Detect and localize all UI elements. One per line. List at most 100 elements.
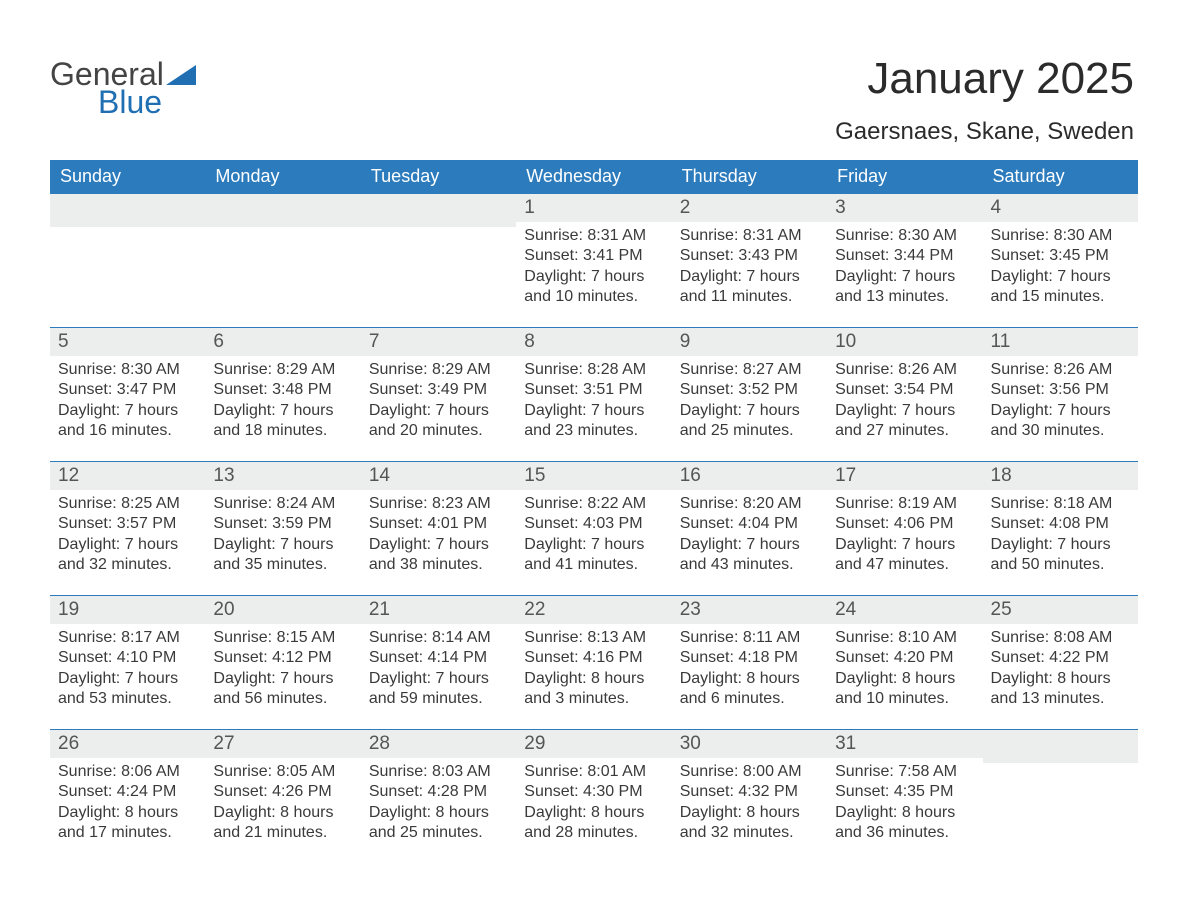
- day-cell: 23Sunrise: 8:11 AMSunset: 4:18 PMDayligh…: [672, 596, 827, 711]
- sunset-line: Sunset: 4:22 PM: [991, 648, 1130, 668]
- sunset-line: Sunset: 4:03 PM: [524, 514, 663, 534]
- day-cell: 8Sunrise: 8:28 AMSunset: 3:51 PMDaylight…: [516, 328, 671, 443]
- weekday-header-row: SundayMondayTuesdayWednesdayThursdayFrid…: [50, 160, 1138, 194]
- day-number: 2: [672, 194, 827, 222]
- sunrise-line: Sunrise: 8:14 AM: [369, 628, 508, 648]
- daylight-line-1: Daylight: 7 hours: [680, 401, 819, 421]
- day-body: Sunrise: 8:28 AMSunset: 3:51 PMDaylight:…: [516, 356, 671, 442]
- day-body: Sunrise: 8:23 AMSunset: 4:01 PMDaylight:…: [361, 490, 516, 576]
- sunset-line: Sunset: 3:49 PM: [369, 380, 508, 400]
- daylight-line-2: and 25 minutes.: [680, 421, 819, 441]
- daylight-line-1: Daylight: 7 hours: [213, 401, 352, 421]
- header: January 2025 Gaersnaes, Skane, Sweden: [835, 54, 1134, 146]
- sunrise-line: Sunrise: 8:01 AM: [524, 762, 663, 782]
- sunrise-line: Sunrise: 8:15 AM: [213, 628, 352, 648]
- daylight-line-1: Daylight: 7 hours: [58, 535, 197, 555]
- sunset-line: Sunset: 3:59 PM: [213, 514, 352, 534]
- day-number: 21: [361, 596, 516, 624]
- daylight-line-2: and 6 minutes.: [680, 689, 819, 709]
- daylight-line-1: Daylight: 7 hours: [524, 535, 663, 555]
- daylight-line-2: and 28 minutes.: [524, 823, 663, 843]
- sunrise-line: Sunrise: 8:29 AM: [369, 360, 508, 380]
- sunset-line: Sunset: 4:01 PM: [369, 514, 508, 534]
- day-body: Sunrise: 8:19 AMSunset: 4:06 PMDaylight:…: [827, 490, 982, 576]
- sunset-line: Sunset: 3:41 PM: [524, 246, 663, 266]
- daylight-line-1: Daylight: 8 hours: [524, 803, 663, 823]
- daylight-line-2: and 41 minutes.: [524, 555, 663, 575]
- daylight-line-1: Daylight: 7 hours: [991, 401, 1130, 421]
- day-number: [361, 194, 516, 227]
- sunset-line: Sunset: 4:35 PM: [835, 782, 974, 802]
- daylight-line-2: and 20 minutes.: [369, 421, 508, 441]
- daylight-line-1: Daylight: 7 hours: [213, 535, 352, 555]
- sunrise-line: Sunrise: 8:20 AM: [680, 494, 819, 514]
- week-row: 1Sunrise: 8:31 AMSunset: 3:41 PMDaylight…: [50, 194, 1138, 309]
- day-number: 17: [827, 462, 982, 490]
- week-row: 19Sunrise: 8:17 AMSunset: 4:10 PMDayligh…: [50, 596, 1138, 711]
- day-number: 25: [983, 596, 1138, 624]
- sunrise-line: Sunrise: 8:00 AM: [680, 762, 819, 782]
- daylight-line-2: and 18 minutes.: [213, 421, 352, 441]
- day-number: 24: [827, 596, 982, 624]
- day-body: Sunrise: 8:30 AMSunset: 3:45 PMDaylight:…: [983, 222, 1138, 308]
- sunset-line: Sunset: 4:14 PM: [369, 648, 508, 668]
- day-number: 5: [50, 328, 205, 356]
- daylight-line-1: Daylight: 8 hours: [680, 669, 819, 689]
- daylight-line-2: and 47 minutes.: [835, 555, 974, 575]
- sunrise-line: Sunrise: 8:06 AM: [58, 762, 197, 782]
- daylight-line-1: Daylight: 7 hours: [680, 267, 819, 287]
- day-cell: 19Sunrise: 8:17 AMSunset: 4:10 PMDayligh…: [50, 596, 205, 711]
- sunset-line: Sunset: 4:26 PM: [213, 782, 352, 802]
- day-cell: 1Sunrise: 8:31 AMSunset: 3:41 PMDaylight…: [516, 194, 671, 309]
- sunrise-line: Sunrise: 8:29 AM: [213, 360, 352, 380]
- day-body: Sunrise: 8:14 AMSunset: 4:14 PMDaylight:…: [361, 624, 516, 710]
- weekday-header: Thursday: [672, 160, 827, 194]
- day-body: Sunrise: 8:24 AMSunset: 3:59 PMDaylight:…: [205, 490, 360, 576]
- day-cell: 31Sunrise: 7:58 AMSunset: 4:35 PMDayligh…: [827, 730, 982, 845]
- day-body: Sunrise: 8:10 AMSunset: 4:20 PMDaylight:…: [827, 624, 982, 710]
- sunrise-line: Sunrise: 8:11 AM: [680, 628, 819, 648]
- daylight-line-1: Daylight: 8 hours: [835, 669, 974, 689]
- daylight-line-1: Daylight: 7 hours: [524, 267, 663, 287]
- sunrise-line: Sunrise: 8:24 AM: [213, 494, 352, 514]
- sunrise-line: Sunrise: 8:31 AM: [680, 226, 819, 246]
- day-cell: 24Sunrise: 8:10 AMSunset: 4:20 PMDayligh…: [827, 596, 982, 711]
- day-cell: 21Sunrise: 8:14 AMSunset: 4:14 PMDayligh…: [361, 596, 516, 711]
- sunset-line: Sunset: 3:43 PM: [680, 246, 819, 266]
- day-body: Sunrise: 8:06 AMSunset: 4:24 PMDaylight:…: [50, 758, 205, 844]
- daylight-line-2: and 10 minutes.: [524, 287, 663, 307]
- daylight-line-1: Daylight: 7 hours: [835, 535, 974, 555]
- day-cell: 29Sunrise: 8:01 AMSunset: 4:30 PMDayligh…: [516, 730, 671, 845]
- day-body: Sunrise: 8:25 AMSunset: 3:57 PMDaylight:…: [50, 490, 205, 576]
- daylight-line-1: Daylight: 7 hours: [213, 669, 352, 689]
- day-cell: 14Sunrise: 8:23 AMSunset: 4:01 PMDayligh…: [361, 462, 516, 577]
- sunrise-line: Sunrise: 8:17 AM: [58, 628, 197, 648]
- weekday-header: Sunday: [50, 160, 205, 194]
- day-number: 7: [361, 328, 516, 356]
- day-cell: 10Sunrise: 8:26 AMSunset: 3:54 PMDayligh…: [827, 328, 982, 443]
- day-number: 31: [827, 730, 982, 758]
- daylight-line-2: and 53 minutes.: [58, 689, 197, 709]
- day-cell: 9Sunrise: 8:27 AMSunset: 3:52 PMDaylight…: [672, 328, 827, 443]
- day-cell: 26Sunrise: 8:06 AMSunset: 4:24 PMDayligh…: [50, 730, 205, 845]
- weekday-header: Friday: [827, 160, 982, 194]
- day-cell: [50, 194, 205, 309]
- day-cell: 7Sunrise: 8:29 AMSunset: 3:49 PMDaylight…: [361, 328, 516, 443]
- day-number: 27: [205, 730, 360, 758]
- daylight-line-2: and 16 minutes.: [58, 421, 197, 441]
- daylight-line-2: and 32 minutes.: [58, 555, 197, 575]
- day-cell: 5Sunrise: 8:30 AMSunset: 3:47 PMDaylight…: [50, 328, 205, 443]
- day-body: Sunrise: 8:08 AMSunset: 4:22 PMDaylight:…: [983, 624, 1138, 710]
- day-number: 9: [672, 328, 827, 356]
- day-body: Sunrise: 8:31 AMSunset: 3:41 PMDaylight:…: [516, 222, 671, 308]
- sunset-line: Sunset: 3:52 PM: [680, 380, 819, 400]
- daylight-line-2: and 3 minutes.: [524, 689, 663, 709]
- day-cell: 20Sunrise: 8:15 AMSunset: 4:12 PMDayligh…: [205, 596, 360, 711]
- daylight-line-1: Daylight: 8 hours: [524, 669, 663, 689]
- sunrise-line: Sunrise: 8:30 AM: [835, 226, 974, 246]
- day-body: Sunrise: 8:11 AMSunset: 4:18 PMDaylight:…: [672, 624, 827, 710]
- weeks-container: 1Sunrise: 8:31 AMSunset: 3:41 PMDaylight…: [50, 194, 1138, 845]
- day-cell: 17Sunrise: 8:19 AMSunset: 4:06 PMDayligh…: [827, 462, 982, 577]
- sunset-line: Sunset: 4:24 PM: [58, 782, 197, 802]
- day-cell: 18Sunrise: 8:18 AMSunset: 4:08 PMDayligh…: [983, 462, 1138, 577]
